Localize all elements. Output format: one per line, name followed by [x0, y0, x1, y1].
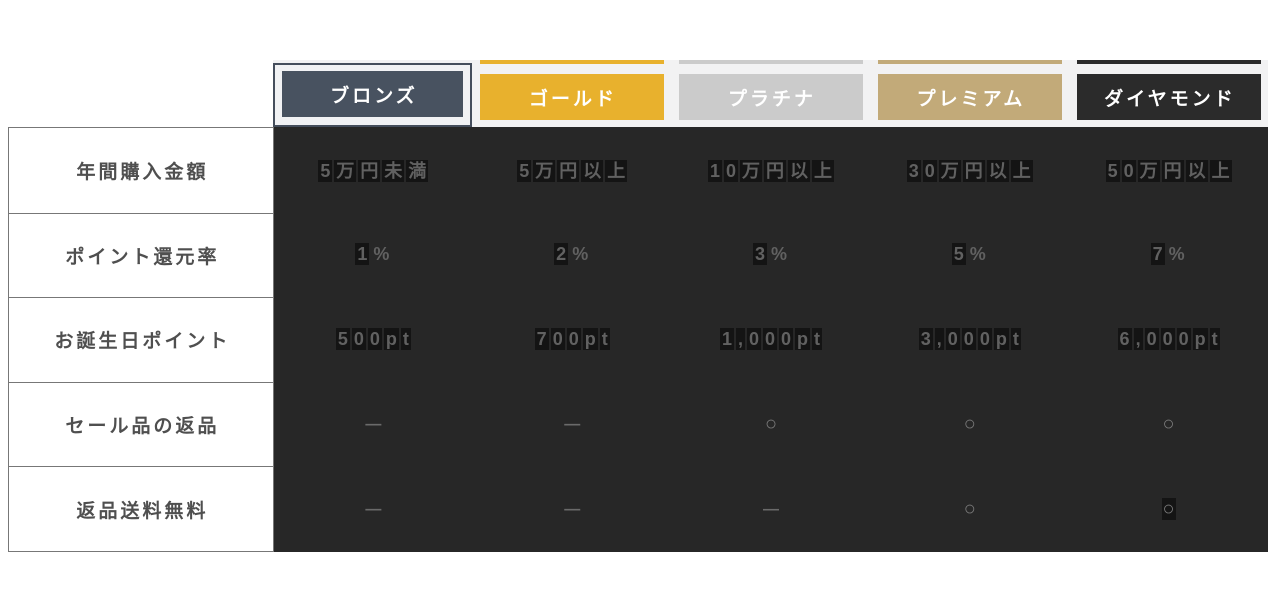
free-shipping-bronze-mark: —: [365, 500, 382, 518]
tier-accent-bar-gold: [479, 60, 664, 64]
tier-column-bronze: ブロンズ: [273, 60, 472, 127]
tier-accent-bar-platinum: [678, 60, 863, 64]
point-rate-platinum: 3%: [752, 243, 787, 265]
free-shipping-platinum-mark: —: [762, 500, 779, 518]
value-cell: ○: [870, 467, 1069, 552]
free-shipping-premium-mark: ○: [963, 498, 976, 520]
value-cell: —: [672, 467, 871, 552]
value-cell: ○: [870, 382, 1069, 467]
row-label-column: 年間購入金額 ポイント還元率 お誕生日ポイント セール品の返品 返品送料無料: [8, 127, 274, 552]
tier-tab-platinum[interactable]: プラチナ: [678, 74, 863, 120]
point-rate-diamond: 7%: [1150, 243, 1185, 265]
point-rate-premium: 5%: [951, 243, 986, 265]
tier-tab-diamond[interactable]: ダイヤモンド: [1076, 74, 1261, 120]
point-rate-bronze: 1%: [355, 243, 390, 265]
value-cell: —: [274, 467, 473, 552]
sale-return-bronze-mark: —: [365, 415, 382, 433]
tier-tab-premium[interactable]: プレミアム: [877, 74, 1062, 120]
tier-tab-bronze-selected-frame: ブロンズ: [273, 63, 472, 127]
sale-return-premium-mark: ○: [963, 413, 976, 435]
sale-return-platinum-mark: ○: [764, 413, 778, 435]
row-label-sale-item-return: セール品の返品: [9, 381, 273, 467]
tier-column-platinum: プラチナ: [671, 60, 870, 127]
value-cell: —: [473, 467, 672, 552]
sale-return-gold-mark: —: [564, 415, 581, 433]
value-cell: —: [274, 382, 473, 467]
value-cell: 5%: [870, 212, 1069, 297]
value-cell: —: [473, 382, 672, 467]
free-shipping-gold-mark: —: [564, 500, 581, 518]
value-cell: 1%: [274, 212, 473, 297]
value-cell: ○: [672, 382, 871, 467]
row-label-birthday-points: お誕生日ポイント: [9, 297, 273, 382]
value-cell: ○: [1069, 382, 1268, 467]
tier-tab-gold[interactable]: ゴールド: [479, 74, 664, 120]
tier-header-row: ブロンズ ゴールド プラチナ プレミアム ダイヤモンド: [273, 60, 1268, 127]
value-cell: ○: [1069, 467, 1268, 552]
tier-column-premium: プレミアム: [870, 60, 1069, 127]
tier-column-diamond: ダイヤモンド: [1069, 60, 1268, 127]
value-cell: 3%: [672, 212, 871, 297]
row-label-annual-purchase: 年間購入金額: [76, 161, 209, 183]
value-cell: 2%: [473, 212, 672, 297]
tier-column-gold: ゴールド: [472, 60, 671, 127]
value-cell: 7%: [1069, 212, 1268, 297]
tier-accent-bar-diamond: [1076, 60, 1261, 64]
point-rate-gold: 2%: [554, 243, 589, 265]
tier-accent-bar-premium: [877, 60, 1062, 64]
row-label-point-rate: ポイント還元率: [9, 212, 273, 298]
tier-tab-bronze[interactable]: ブロンズ: [282, 71, 463, 117]
free-shipping-diamond-mark: ○: [1161, 498, 1176, 520]
row-label-free-return-shipping: 返品送料無料: [9, 466, 273, 551]
sale-return-diamond-mark: ○: [1162, 413, 1175, 435]
